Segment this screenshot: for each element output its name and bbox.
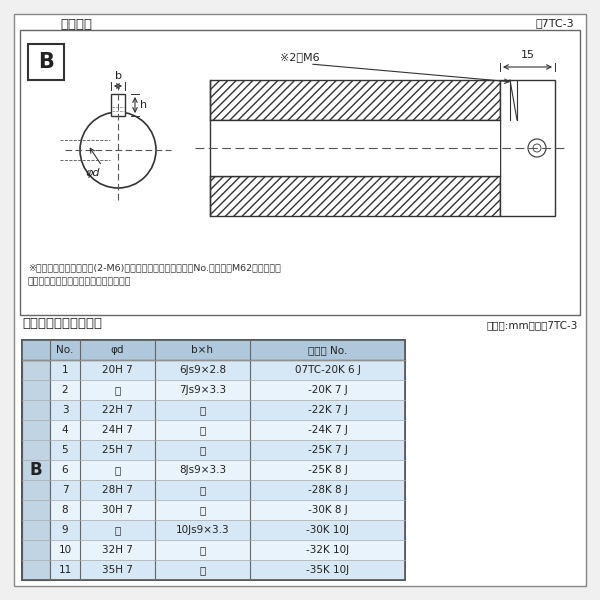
Text: 9: 9 <box>62 525 68 535</box>
Text: 〃: 〃 <box>199 485 206 495</box>
Text: -25K 7 J: -25K 7 J <box>308 445 347 455</box>
Bar <box>50 540 405 560</box>
Text: -24K 7 J: -24K 7 J <box>308 425 347 435</box>
Text: 3: 3 <box>62 405 68 415</box>
Text: -25K 8 J: -25K 8 J <box>308 465 347 475</box>
Text: 28H 7: 28H 7 <box>102 485 133 495</box>
Text: φd: φd <box>111 345 124 355</box>
Text: 25H 7: 25H 7 <box>102 445 133 455</box>
Text: 〃: 〃 <box>115 465 121 475</box>
Bar <box>50 440 405 460</box>
Bar <box>50 480 405 500</box>
Text: 8: 8 <box>62 505 68 515</box>
Bar <box>28 44 64 80</box>
Text: （単位:mm）　表7TC-3: （単位:mm） 表7TC-3 <box>487 320 578 330</box>
Bar <box>210 80 500 120</box>
Text: 7: 7 <box>62 485 68 495</box>
Text: 〃: 〃 <box>199 445 206 455</box>
Text: B: B <box>38 52 54 72</box>
Text: 図7TC-3: 図7TC-3 <box>535 18 574 28</box>
Text: φd: φd <box>86 168 100 178</box>
Text: No.: No. <box>56 345 74 355</box>
Bar <box>50 500 405 520</box>
Text: 5: 5 <box>62 445 68 455</box>
Text: h: h <box>140 100 147 110</box>
Text: 〃: 〃 <box>199 425 206 435</box>
Bar <box>210 120 500 176</box>
Bar <box>111 94 125 116</box>
Text: 7Js9×3.3: 7Js9×3.3 <box>179 385 226 395</box>
Text: -22K 7 J: -22K 7 J <box>308 405 347 415</box>
Bar <box>50 420 405 440</box>
Text: 35H 7: 35H 7 <box>102 565 133 575</box>
Text: b: b <box>115 71 121 81</box>
Bar <box>22 340 405 360</box>
Bar <box>22 360 50 580</box>
Text: 10: 10 <box>58 545 71 555</box>
Text: 11: 11 <box>58 565 71 575</box>
Bar <box>50 360 405 380</box>
Text: 32H 7: 32H 7 <box>102 545 133 555</box>
Text: 20H 7: 20H 7 <box>102 365 133 375</box>
Bar <box>50 520 405 540</box>
Text: 24H 7: 24H 7 <box>102 425 133 435</box>
Text: 30H 7: 30H 7 <box>102 505 133 515</box>
Text: 07TC-20K 6 J: 07TC-20K 6 J <box>295 365 361 375</box>
Text: 〃: 〃 <box>199 505 206 515</box>
Text: 〃: 〃 <box>199 405 206 415</box>
Text: ※セットボルト用タップ(2-M6)が必要な場合は右記コードNo.の末尾にM62を付ける。: ※セットボルト用タップ(2-M6)が必要な場合は右記コードNo.の末尾にM62を… <box>28 263 281 272</box>
Bar <box>50 560 405 580</box>
Bar <box>22 340 405 580</box>
Text: 〃: 〃 <box>199 545 206 555</box>
Text: B: B <box>29 461 43 479</box>
Text: b×h: b×h <box>191 345 214 355</box>
Bar <box>50 380 405 400</box>
Text: -30K 10J: -30K 10J <box>306 525 349 535</box>
Text: 8Js9×3.3: 8Js9×3.3 <box>179 465 226 475</box>
Text: 10Js9×3.3: 10Js9×3.3 <box>176 525 229 535</box>
Text: 〃: 〃 <box>115 385 121 395</box>
Bar <box>50 400 405 420</box>
Text: -32K 10J: -32K 10J <box>306 545 349 555</box>
Bar <box>22 340 405 580</box>
Text: 15: 15 <box>521 50 535 60</box>
Bar <box>20 30 580 315</box>
Text: -28K 8 J: -28K 8 J <box>308 485 347 495</box>
Text: -30K 8 J: -30K 8 J <box>308 505 347 515</box>
Bar <box>210 176 500 216</box>
Text: -35K 10J: -35K 10J <box>306 565 349 575</box>
Text: 1: 1 <box>62 365 68 375</box>
Text: 4: 4 <box>62 425 68 435</box>
Text: 6Js9×2.8: 6Js9×2.8 <box>179 365 226 375</box>
Text: 22H 7: 22H 7 <box>102 405 133 415</box>
Text: 〃: 〃 <box>115 525 121 535</box>
Text: （セットボルトは付属されています。）: （セットボルトは付属されています。） <box>28 277 131 286</box>
Bar <box>500 80 555 216</box>
Text: コード No.: コード No. <box>308 345 347 355</box>
Text: -20K 7 J: -20K 7 J <box>308 385 347 395</box>
Bar <box>50 460 405 480</box>
Text: 6: 6 <box>62 465 68 475</box>
Text: 軸穴形状: 軸穴形状 <box>60 18 92 31</box>
Text: 2: 2 <box>62 385 68 395</box>
Text: 〃: 〃 <box>199 565 206 575</box>
Text: 軸穴形状コード一覧表: 軸穴形状コード一覧表 <box>22 317 102 330</box>
Text: ※2－M6: ※2－M6 <box>280 52 320 62</box>
